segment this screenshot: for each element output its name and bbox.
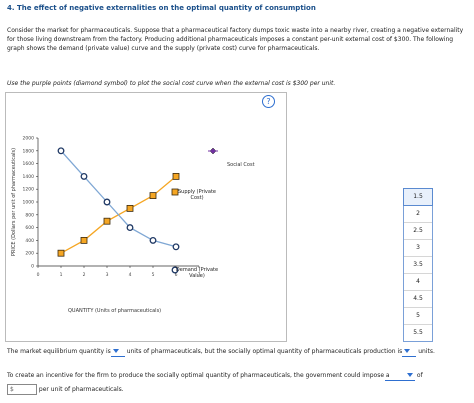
- y-tick-label: 1200: [23, 187, 35, 193]
- dropdown-option[interactable]: 5: [404, 307, 432, 324]
- dropdown-option[interactable]: 5.5: [404, 324, 432, 341]
- square-point: [149, 192, 157, 200]
- dropdown-option[interactable]: 1.5: [403, 188, 433, 206]
- circle-point: [172, 243, 180, 251]
- y-tick-label: 400: [25, 238, 34, 244]
- chart-box: [5, 92, 287, 342]
- circle-point: [126, 224, 134, 232]
- y-tick-label: 200: [25, 251, 34, 257]
- text: units of pharmaceuticals, but the social…: [126, 348, 403, 355]
- q2-input: $ per unit of pharmaceuticals.: [7, 384, 124, 395]
- y-tick-label: 1600: [23, 161, 35, 167]
- text: per unit of pharmaceuticals.: [38, 386, 124, 393]
- y-tick-label: 2000: [23, 136, 35, 142]
- circle-point: [171, 266, 179, 274]
- y-tick-label: 1400: [23, 174, 35, 180]
- select[interactable]: [112, 349, 119, 353]
- instruction: Use the purple points (diamond symbol) t…: [7, 80, 336, 87]
- y-tick-label: 1000: [23, 200, 35, 206]
- dropdown-option[interactable]: 2.5: [404, 222, 432, 239]
- text: units.: [418, 348, 435, 355]
- square-point: [172, 172, 180, 180]
- square-point: [57, 249, 65, 257]
- text: of: [416, 372, 423, 379]
- x-axis-label: QUANTITY (Units of pharmaceuticals): [68, 308, 161, 314]
- x-tick-label: 4: [129, 272, 132, 278]
- x-tick-label: 0: [37, 272, 40, 278]
- help-button[interactable]: ?: [262, 95, 275, 108]
- y-tick-label: 600: [25, 225, 34, 231]
- text: To create an incentive for the firm to p…: [7, 372, 390, 379]
- circle-point: [103, 198, 111, 206]
- select[interactable]: [404, 349, 411, 353]
- x-tick-label: 3: [106, 272, 109, 278]
- heading: 4. The effect of negative externalities …: [7, 4, 316, 12]
- legend-label: Demand (Private Value): [175, 267, 219, 279]
- x-tick-label: 7: [198, 272, 201, 278]
- legend-label: Supply (Private Cost): [177, 189, 216, 201]
- y-tick-label: 0: [31, 264, 34, 270]
- palette-label: Social Cost: [227, 162, 255, 168]
- x-tick-label: 6: [175, 272, 178, 278]
- square-point: [171, 188, 179, 196]
- dropdown-option[interactable]: 4.5: [404, 290, 432, 307]
- x-tick-label: 5: [152, 272, 155, 278]
- dropdown-option[interactable]: 3.5: [404, 256, 432, 273]
- y-tick-label: 800: [25, 212, 34, 218]
- dropdown-option[interactable]: 4: [404, 273, 432, 290]
- y-axis-label: PRICE (Dollars per unit of pharmaceutica…: [11, 148, 17, 256]
- square-point: [126, 204, 134, 212]
- text: The market equilibrium quantity is: [7, 348, 111, 355]
- circle-point: [57, 147, 65, 155]
- series-line: [60, 150, 177, 248]
- square-point: [103, 217, 111, 225]
- x-tick-label: 1: [60, 272, 63, 278]
- question-2: To create an incentive for the firm to p…: [7, 371, 412, 380]
- input[interactable]: $: [7, 384, 37, 395]
- select[interactable]: [407, 373, 413, 377]
- circle-point: [80, 172, 88, 180]
- x-tick-label: 2: [83, 272, 86, 278]
- dropdown-option[interactable]: 3: [404, 239, 432, 256]
- square-point: [80, 236, 88, 244]
- intro: Consider the market for pharmaceuticals.…: [7, 27, 464, 52]
- circle-point: [149, 236, 157, 244]
- dropdown-option[interactable]: 2: [404, 205, 432, 222]
- chart: 0 200 400 600 800 1000 1200 1400 1600 1800 2000 0 1 2…: [11, 136, 255, 315]
- y-tick-label: 1800: [23, 148, 35, 154]
- question-1: The market equilibrium quantity is units…: [7, 347, 472, 357]
- dropdown-list[interactable]: 1.5 2 2.5 3 3.5 4 4.5 5 5.5: [403, 188, 433, 342]
- q2-select: of: [385, 371, 423, 381]
